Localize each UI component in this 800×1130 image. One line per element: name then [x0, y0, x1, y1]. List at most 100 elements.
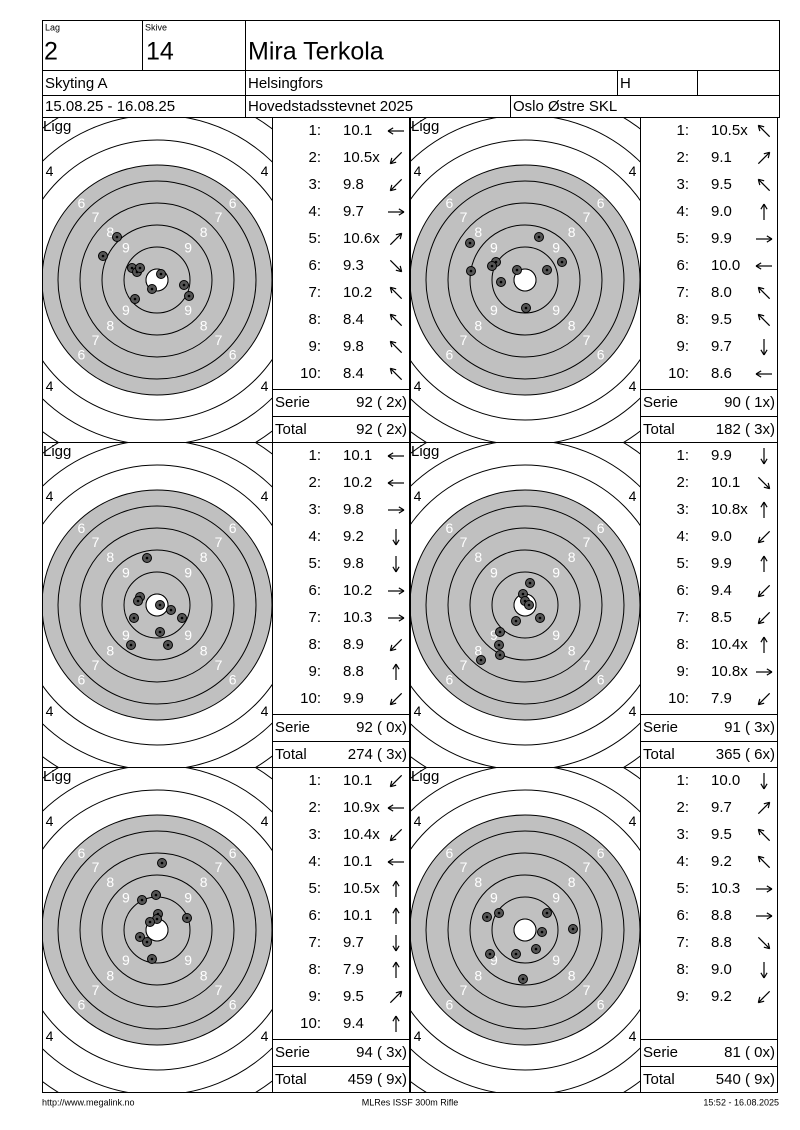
shot-number: 9:: [676, 663, 689, 680]
shot-number: 5:: [308, 230, 321, 247]
arrow-head: [392, 907, 397, 914]
shot-number: 5:: [676, 555, 689, 572]
direction-arrow: [757, 611, 771, 625]
shot-center: [150, 957, 154, 961]
ring-label: 8: [568, 224, 576, 240]
shot-center: [145, 940, 149, 944]
shot-number: 5:: [308, 555, 321, 572]
ring-label: 9: [184, 565, 192, 581]
shot-center: [545, 268, 549, 272]
shot-center: [498, 630, 502, 634]
ring-label: 7: [215, 534, 223, 550]
direction-arrow: [389, 178, 403, 192]
competition: Hovedstadsstevnet 2025: [248, 98, 413, 115]
ring: [57, 830, 257, 1030]
ring-label: 8: [474, 874, 482, 890]
shot-score: 10.3: [711, 880, 740, 897]
arrow-head: [758, 828, 765, 832]
ring-label: 5: [243, 686, 251, 702]
ring-label: 7: [583, 859, 591, 875]
inner-ten: [513, 268, 537, 292]
ring-label: 7: [583, 209, 591, 225]
ring: [469, 874, 581, 986]
ring-label: 6: [597, 195, 605, 211]
arrow-head: [390, 340, 397, 344]
arrow-head: [390, 367, 397, 371]
shot-number: 1:: [308, 447, 321, 464]
arrow-head: [390, 838, 397, 842]
shot-score: 8.4: [343, 311, 364, 328]
header: Lag 2 Skive 14 Mira Terkola Skyting A He…: [42, 20, 780, 118]
shot-center: [136, 599, 140, 603]
shot-score: 10.9x: [343, 799, 380, 816]
ring-label: 9: [184, 302, 192, 318]
ring-label: 5: [431, 686, 439, 702]
arrow-head: [763, 555, 768, 562]
shot-score: 7.9: [711, 690, 732, 707]
arrow-head: [395, 945, 400, 952]
ring-label: 8: [200, 549, 208, 565]
arrow-head: [757, 125, 761, 132]
ring-label: 8: [200, 874, 208, 890]
ring: [42, 489, 272, 721]
target: 4 44 45 55 56 66 67 77 78 88 89 99 9: [42, 117, 272, 442]
shot-center: [537, 235, 541, 239]
direction-arrow: [757, 286, 771, 300]
serie-result: 92 ( 2x): [356, 394, 407, 411]
footer-program: MLRes ISSF 300m Rifle: [362, 1097, 459, 1107]
ring-label: 9: [122, 240, 130, 256]
arrow-head: [387, 455, 394, 460]
shot-score: 9.4: [343, 1015, 364, 1032]
lag-label: Lag: [45, 22, 60, 32]
shot-score: 8.9: [343, 636, 364, 653]
arrow-head: [758, 540, 765, 544]
arrow-head: [395, 663, 400, 670]
ring-label: 8: [106, 317, 114, 333]
ring: [42, 789, 272, 1071]
ring: [42, 139, 272, 421]
arrow-head: [390, 648, 397, 652]
shot-score: 10.2: [343, 284, 372, 301]
ring-label: 7: [215, 332, 223, 348]
arrow-head: [398, 211, 405, 216]
ring-label: 7: [583, 657, 591, 673]
ring-label: 8: [474, 224, 482, 240]
direction-arrow: [757, 828, 771, 842]
arrow-head: [392, 880, 397, 887]
arrow-head: [766, 885, 773, 890]
ring-label: 5: [243, 831, 251, 847]
serie-result: 94 ( 3x): [356, 1044, 407, 1061]
ring-label: 8: [200, 317, 208, 333]
shot-center: [132, 616, 136, 620]
total-result: 274 ( 3x): [348, 746, 407, 763]
arrow-head: [763, 349, 768, 356]
arrow-head: [387, 130, 394, 135]
ring-label: 8: [106, 224, 114, 240]
arrow-head: [766, 235, 773, 240]
shot-number: 6:: [308, 582, 321, 599]
ring-label: 4: [414, 703, 422, 719]
ring-label: 5: [243, 506, 251, 522]
shot-score: 9.7: [343, 934, 364, 951]
arrow-head: [395, 907, 400, 914]
ring-label: 6: [229, 346, 237, 362]
ring-label: 5: [611, 831, 619, 847]
ring-label: 4: [414, 1028, 422, 1044]
shot-score: 8.8: [343, 663, 364, 680]
shot-number: 9:: [676, 988, 689, 1005]
arrow-head: [389, 287, 393, 294]
ring: [410, 789, 640, 1071]
arrow-head: [399, 233, 403, 240]
shot-center: [166, 643, 170, 647]
ring-label: 8: [568, 317, 576, 333]
position-label: Ligg: [43, 768, 71, 785]
total-result: 365 ( 6x): [716, 746, 775, 763]
arrow-head: [766, 915, 773, 920]
ring-label: 7: [460, 332, 468, 348]
arrow-head: [763, 783, 768, 790]
shot-number: 6:: [308, 907, 321, 924]
ring-label: 6: [445, 845, 453, 861]
ring-label: 5: [63, 506, 71, 522]
direction-arrow: [757, 124, 771, 138]
